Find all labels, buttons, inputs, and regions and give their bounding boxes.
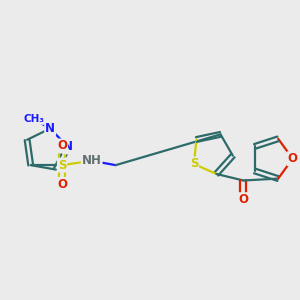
Text: NH: NH	[82, 154, 102, 167]
Text: N: N	[63, 140, 73, 154]
Text: S: S	[58, 159, 66, 172]
Text: O: O	[238, 193, 248, 206]
Text: O: O	[288, 152, 298, 165]
Text: CH₃: CH₃	[23, 114, 44, 124]
Text: S: S	[190, 158, 198, 170]
Text: O: O	[57, 178, 67, 191]
Text: N: N	[45, 122, 55, 135]
Text: O: O	[57, 140, 67, 152]
